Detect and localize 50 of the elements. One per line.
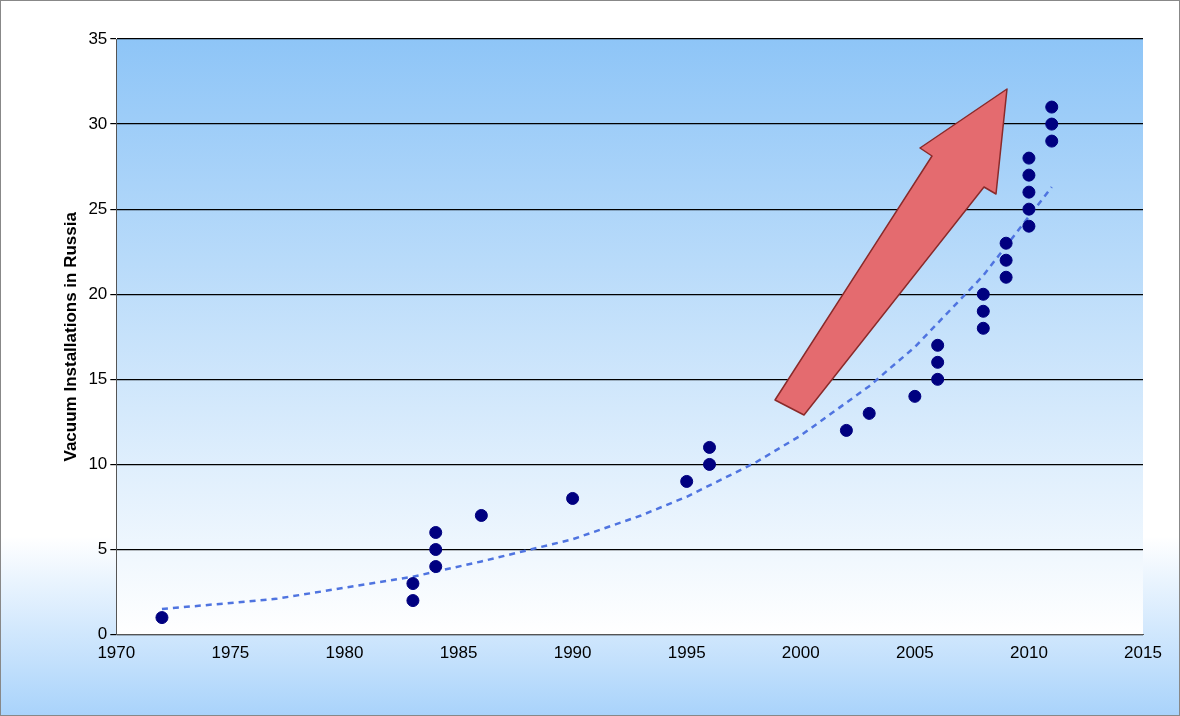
x-tick-label: 1970 bbox=[97, 643, 136, 663]
point bbox=[1045, 117, 1059, 131]
y-tick-label: 30 bbox=[88, 113, 108, 133]
point bbox=[566, 491, 580, 505]
point bbox=[474, 508, 488, 522]
point bbox=[703, 440, 717, 454]
point bbox=[703, 457, 717, 471]
point bbox=[999, 236, 1013, 250]
point bbox=[862, 406, 876, 420]
point bbox=[429, 526, 443, 539]
x-tick-label: 1980 bbox=[325, 643, 364, 663]
point bbox=[406, 594, 420, 608]
point bbox=[1022, 202, 1036, 216]
point bbox=[1045, 100, 1059, 114]
point bbox=[908, 389, 922, 403]
point bbox=[839, 423, 853, 437]
point bbox=[1022, 168, 1036, 182]
point bbox=[406, 577, 420, 591]
y-tick-label: 0 bbox=[97, 624, 108, 644]
y-tick-label: 20 bbox=[88, 283, 108, 303]
point bbox=[999, 270, 1013, 284]
point bbox=[680, 474, 694, 488]
point bbox=[429, 543, 443, 557]
x-tick-label: 2010 bbox=[1010, 643, 1048, 663]
point bbox=[976, 287, 990, 301]
point bbox=[931, 338, 945, 352]
point bbox=[1022, 151, 1036, 165]
y-tick-label: 5 bbox=[97, 539, 108, 559]
point bbox=[429, 560, 443, 574]
point bbox=[976, 321, 990, 335]
point bbox=[1045, 134, 1059, 148]
point bbox=[1022, 219, 1036, 233]
x-tick-label: 1975 bbox=[211, 643, 250, 663]
x-tick-label: 2000 bbox=[781, 643, 820, 663]
x-tick-label: 1995 bbox=[667, 643, 706, 663]
y-axis-title: Vacuum Installations in Russia bbox=[60, 211, 80, 462]
x-tick-label: 2015 bbox=[1124, 643, 1162, 663]
x-tick-label: 1990 bbox=[553, 643, 592, 663]
point bbox=[931, 372, 945, 386]
x-tick-label: 1985 bbox=[439, 643, 478, 663]
y-tick-label: 25 bbox=[88, 198, 108, 218]
y-tick-label: 15 bbox=[88, 369, 108, 389]
point bbox=[931, 355, 945, 369]
point bbox=[1022, 185, 1036, 199]
point bbox=[155, 611, 169, 625]
point bbox=[976, 304, 990, 318]
point bbox=[999, 253, 1013, 267]
y-tick-label: 10 bbox=[88, 454, 108, 474]
x-tick-label: 2005 bbox=[895, 643, 934, 663]
y-tick-label: 35 bbox=[88, 28, 108, 48]
